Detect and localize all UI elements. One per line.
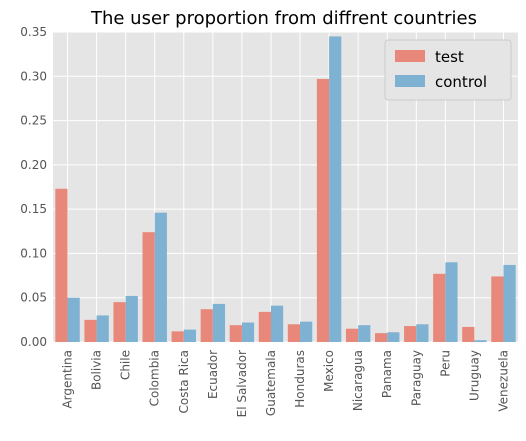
y-tick-label: 0.30 xyxy=(20,69,47,83)
bar-control-nicaragua xyxy=(358,325,371,342)
x-tick-label: Ecuador xyxy=(206,350,220,399)
legend: test control xyxy=(384,39,512,101)
y-tick-label: 0.10 xyxy=(20,246,47,260)
bar-control-colombia xyxy=(154,212,167,342)
x-tick-label: Panama xyxy=(380,350,394,398)
bar-control-peru xyxy=(445,262,458,342)
chart-title: The user proportion from diffrent countr… xyxy=(90,8,477,29)
bar-control-el-salvador xyxy=(241,322,255,342)
bar-test-paraguay xyxy=(404,326,417,342)
grid-lines xyxy=(53,31,518,343)
bar-test-venezuela xyxy=(491,276,504,342)
bar-test-mexico xyxy=(316,78,330,342)
x-axis: Argentina Bolivia Chile Colombia Costa Rica E… xyxy=(61,350,511,417)
bar-control-venezuela xyxy=(503,264,516,342)
bar-test-costa-rica xyxy=(171,331,184,342)
bar-control-costa-rica xyxy=(183,329,196,342)
bar-control-mexico xyxy=(329,36,342,343)
y-axis: 0.00 0.05 0.10 0.15 0.20 0.25 0.30 0.35 xyxy=(20,25,47,349)
x-tick-label: Costa Rica xyxy=(177,350,191,413)
x-tick-label: Colombia xyxy=(148,350,162,406)
x-tick-label: Paraguay xyxy=(409,350,423,406)
legend-label-control: control xyxy=(435,73,487,91)
x-tick-label: Chile xyxy=(119,350,133,380)
y-tick-label: 0.15 xyxy=(20,202,47,216)
bar-test-peru xyxy=(433,273,446,342)
bar-control-panama xyxy=(387,332,400,342)
x-tick-label: Mexico xyxy=(322,350,336,392)
bar-control-paraguay xyxy=(416,324,429,342)
bar-control-uruguay xyxy=(474,340,487,342)
bar-test-chile xyxy=(113,302,126,342)
y-tick-label: 0.05 xyxy=(20,291,47,305)
bar-test-honduras xyxy=(287,324,301,342)
x-tick-label: Bolivia xyxy=(90,350,104,390)
bar-control-argentina xyxy=(67,297,80,342)
bar-control-bolivia xyxy=(96,315,109,342)
bar-test-bolivia xyxy=(84,319,97,342)
x-tick-label: Venezuela xyxy=(496,350,510,412)
legend-swatch-test xyxy=(395,50,425,62)
bar-test-ecuador xyxy=(200,309,213,342)
bar-test-panama xyxy=(375,333,388,342)
y-tick-label: 0.20 xyxy=(20,158,47,172)
x-tick-label: Honduras xyxy=(293,350,307,408)
x-tick-label: Uruguay xyxy=(467,350,481,401)
y-tick-label: 0.00 xyxy=(20,335,47,349)
bars xyxy=(55,36,516,343)
bar-control-chile xyxy=(125,295,138,342)
x-tick-label: Argentina xyxy=(61,350,75,409)
bar-test-colombia xyxy=(142,232,155,342)
x-tick-label: Guatemala xyxy=(264,350,278,416)
x-tick-label: El Salvador xyxy=(235,350,249,417)
legend-swatch-control xyxy=(395,75,425,87)
y-tick-label: 0.35 xyxy=(20,25,47,39)
bar-test-el-salvador xyxy=(229,325,242,342)
bar-control-guatemala xyxy=(270,305,284,342)
x-tick-label: Peru xyxy=(438,350,452,377)
bar-control-ecuador xyxy=(212,303,226,342)
x-tick-label: Nicaragua xyxy=(351,350,365,411)
bar-test-uruguay xyxy=(462,326,475,342)
bar-test-argentina xyxy=(55,188,68,342)
legend-label-test: test xyxy=(435,48,464,66)
y-tick-label: 0.25 xyxy=(20,114,47,128)
bar-test-nicaragua xyxy=(345,328,359,342)
bar-control-honduras xyxy=(300,321,313,342)
bar-test-guatemala xyxy=(258,311,271,342)
